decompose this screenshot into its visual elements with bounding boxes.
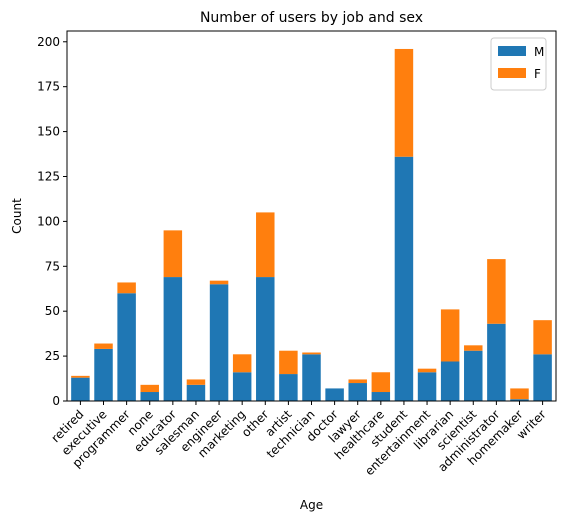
- bar-M-none: [140, 392, 159, 401]
- bar-F-homemaker: [510, 388, 529, 400]
- bar-M-other: [256, 277, 275, 401]
- y-tick-label: 175: [37, 80, 60, 94]
- bar-M-scientist: [464, 350, 483, 401]
- bar-F-entertainment: [417, 368, 437, 373]
- bar-M-programmer: [117, 293, 136, 401]
- y-axis: 0 25 50 75 100 125 150 175 200: [37, 35, 67, 408]
- bar-M-technician: [302, 354, 321, 401]
- bar-F-scientist: [464, 345, 483, 351]
- bar-F-healthcare: [371, 372, 391, 393]
- bar-M-educator: [163, 277, 183, 401]
- bar-M-student: [394, 156, 414, 401]
- bar-M-writer: [533, 354, 552, 401]
- bar-M-doctor: [325, 388, 344, 401]
- legend-label-M: M: [534, 45, 544, 59]
- bar-F-administrator: [487, 259, 506, 324]
- bar-F-retired: [71, 375, 90, 378]
- bar-M-healthcare: [371, 392, 391, 401]
- legend-swatch-M: [498, 46, 526, 56]
- chart-title: Number of users by job and sex: [200, 10, 423, 26]
- legend: MF: [490, 37, 547, 91]
- legend-swatch-F: [498, 68, 526, 78]
- bar-F-technician: [302, 352, 321, 355]
- y-tick-label: 150: [37, 125, 60, 139]
- bar-M-marketing: [232, 372, 252, 401]
- plot-area: [71, 48, 552, 401]
- y-tick-label: 50: [45, 304, 60, 318]
- bar-M-lawyer: [348, 383, 367, 401]
- bar-F-none: [140, 384, 159, 393]
- bar-F-executive: [94, 343, 113, 349]
- bar-M-engineer: [209, 284, 229, 401]
- x-axis-title: Age: [300, 498, 323, 512]
- bar-F-lawyer: [348, 379, 367, 384]
- bar-F-librarian: [440, 309, 460, 362]
- bar-M-salesman: [186, 384, 206, 401]
- bar-F-salesman: [186, 379, 206, 385]
- y-tick-label: 25: [45, 349, 60, 363]
- bar-M-retired: [71, 377, 90, 401]
- bar-F-programmer: [117, 282, 136, 294]
- bar-M-artist: [279, 374, 298, 401]
- bar-F-student: [394, 48, 414, 157]
- bar-F-other: [256, 212, 275, 278]
- bar-F-marketing: [232, 354, 252, 373]
- bar-M-entertainment: [417, 372, 437, 401]
- bar-M-librarian: [440, 361, 460, 401]
- bar-F-artist: [279, 350, 298, 375]
- axes-frame: [66, 30, 557, 402]
- bar-M-executive: [94, 348, 113, 401]
- bar-M-administrator: [487, 323, 506, 401]
- x-axis: retiredexecutiveprogrammernoneeducatorsa…: [49, 401, 549, 478]
- y-tick-label: 0: [52, 394, 60, 408]
- y-tick-label: 100: [37, 214, 60, 228]
- y-axis-title: Count: [10, 198, 24, 234]
- y-tick-label: 200: [37, 35, 60, 49]
- y-tick-label: 75: [45, 259, 60, 273]
- bar-F-engineer: [209, 280, 229, 285]
- bar-M-homemaker: [510, 399, 529, 401]
- bar-F-educator: [163, 230, 183, 278]
- bar-F-writer: [533, 320, 552, 355]
- legend-label-F: F: [534, 67, 541, 81]
- y-tick-label: 125: [37, 169, 60, 183]
